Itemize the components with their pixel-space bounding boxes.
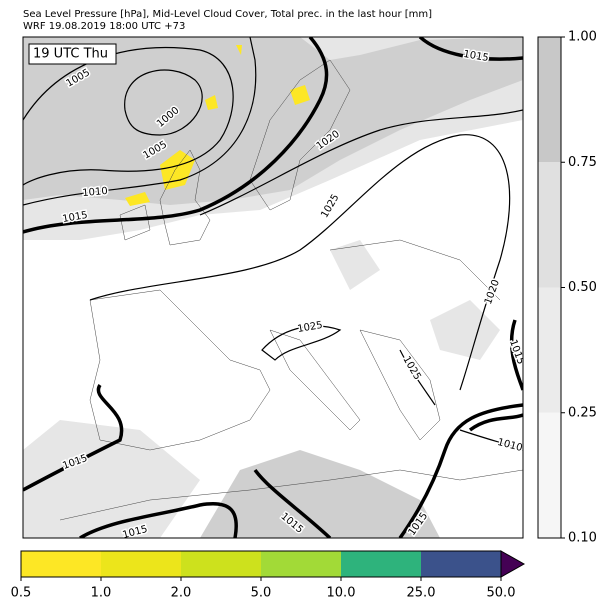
colorbar-tick-label: 0.5 bbox=[11, 586, 32, 601]
colorbar-tick-label: 2.0 bbox=[171, 586, 192, 601]
colorbar-tick-label: 10.0 bbox=[327, 586, 356, 601]
colorbar-segment bbox=[101, 551, 181, 577]
colorbar-segment bbox=[421, 551, 501, 577]
colorbar-segment bbox=[538, 37, 561, 163]
colorbar-segment bbox=[538, 412, 561, 538]
colorbar-segment bbox=[538, 162, 561, 288]
isobar-label: 1010 bbox=[82, 186, 108, 199]
colorbar-tick-label: 0.50 bbox=[568, 280, 597, 295]
colorbar-segment bbox=[181, 551, 261, 577]
coastlines bbox=[59, 59, 523, 521]
colorbar-segment bbox=[261, 551, 341, 577]
time-box bbox=[28, 43, 117, 65]
cloud-colorbar: 1.00 0.75 0.50 0.25 0.10 bbox=[537, 30, 597, 546]
colorbar-tick-label: 0.10 bbox=[568, 531, 597, 546]
cloud-cover bbox=[23, 37, 523, 538]
time-label: 19 UTC Thu bbox=[33, 47, 108, 62]
colorbar-tick-label: 25.0 bbox=[407, 586, 436, 601]
colorbar-extend bbox=[500, 550, 526, 578]
map-frame bbox=[22, 36, 524, 539]
precip-colorbar: 0.5 1.0 2.0 5.0 10.0 25.0 50.0 bbox=[11, 550, 526, 601]
colorbar-tick-label: 1.0 bbox=[91, 586, 112, 601]
colorbar-tick-label: 5.0 bbox=[251, 586, 272, 601]
map: 1005100010051010101510151020102510201015… bbox=[23, 37, 523, 538]
colorbar-tick-label: 0.75 bbox=[568, 155, 597, 170]
precipitation bbox=[125, 45, 310, 206]
colorbar-tick-label: 0.25 bbox=[568, 405, 597, 420]
colorbar-tick-label: 50.0 bbox=[487, 586, 516, 601]
title: Sea Level Pressure [hPa], Mid-Level Clou… bbox=[23, 9, 432, 20]
subtitle: WRF 19.08.2019 18:00 UTC +73 bbox=[23, 21, 185, 32]
colorbar-segment bbox=[341, 551, 421, 577]
colorbar-segment bbox=[21, 551, 101, 577]
isobars bbox=[23, 37, 523, 538]
colorbar-segment bbox=[538, 287, 561, 413]
colorbar-tick-label: 1.00 bbox=[568, 30, 597, 45]
